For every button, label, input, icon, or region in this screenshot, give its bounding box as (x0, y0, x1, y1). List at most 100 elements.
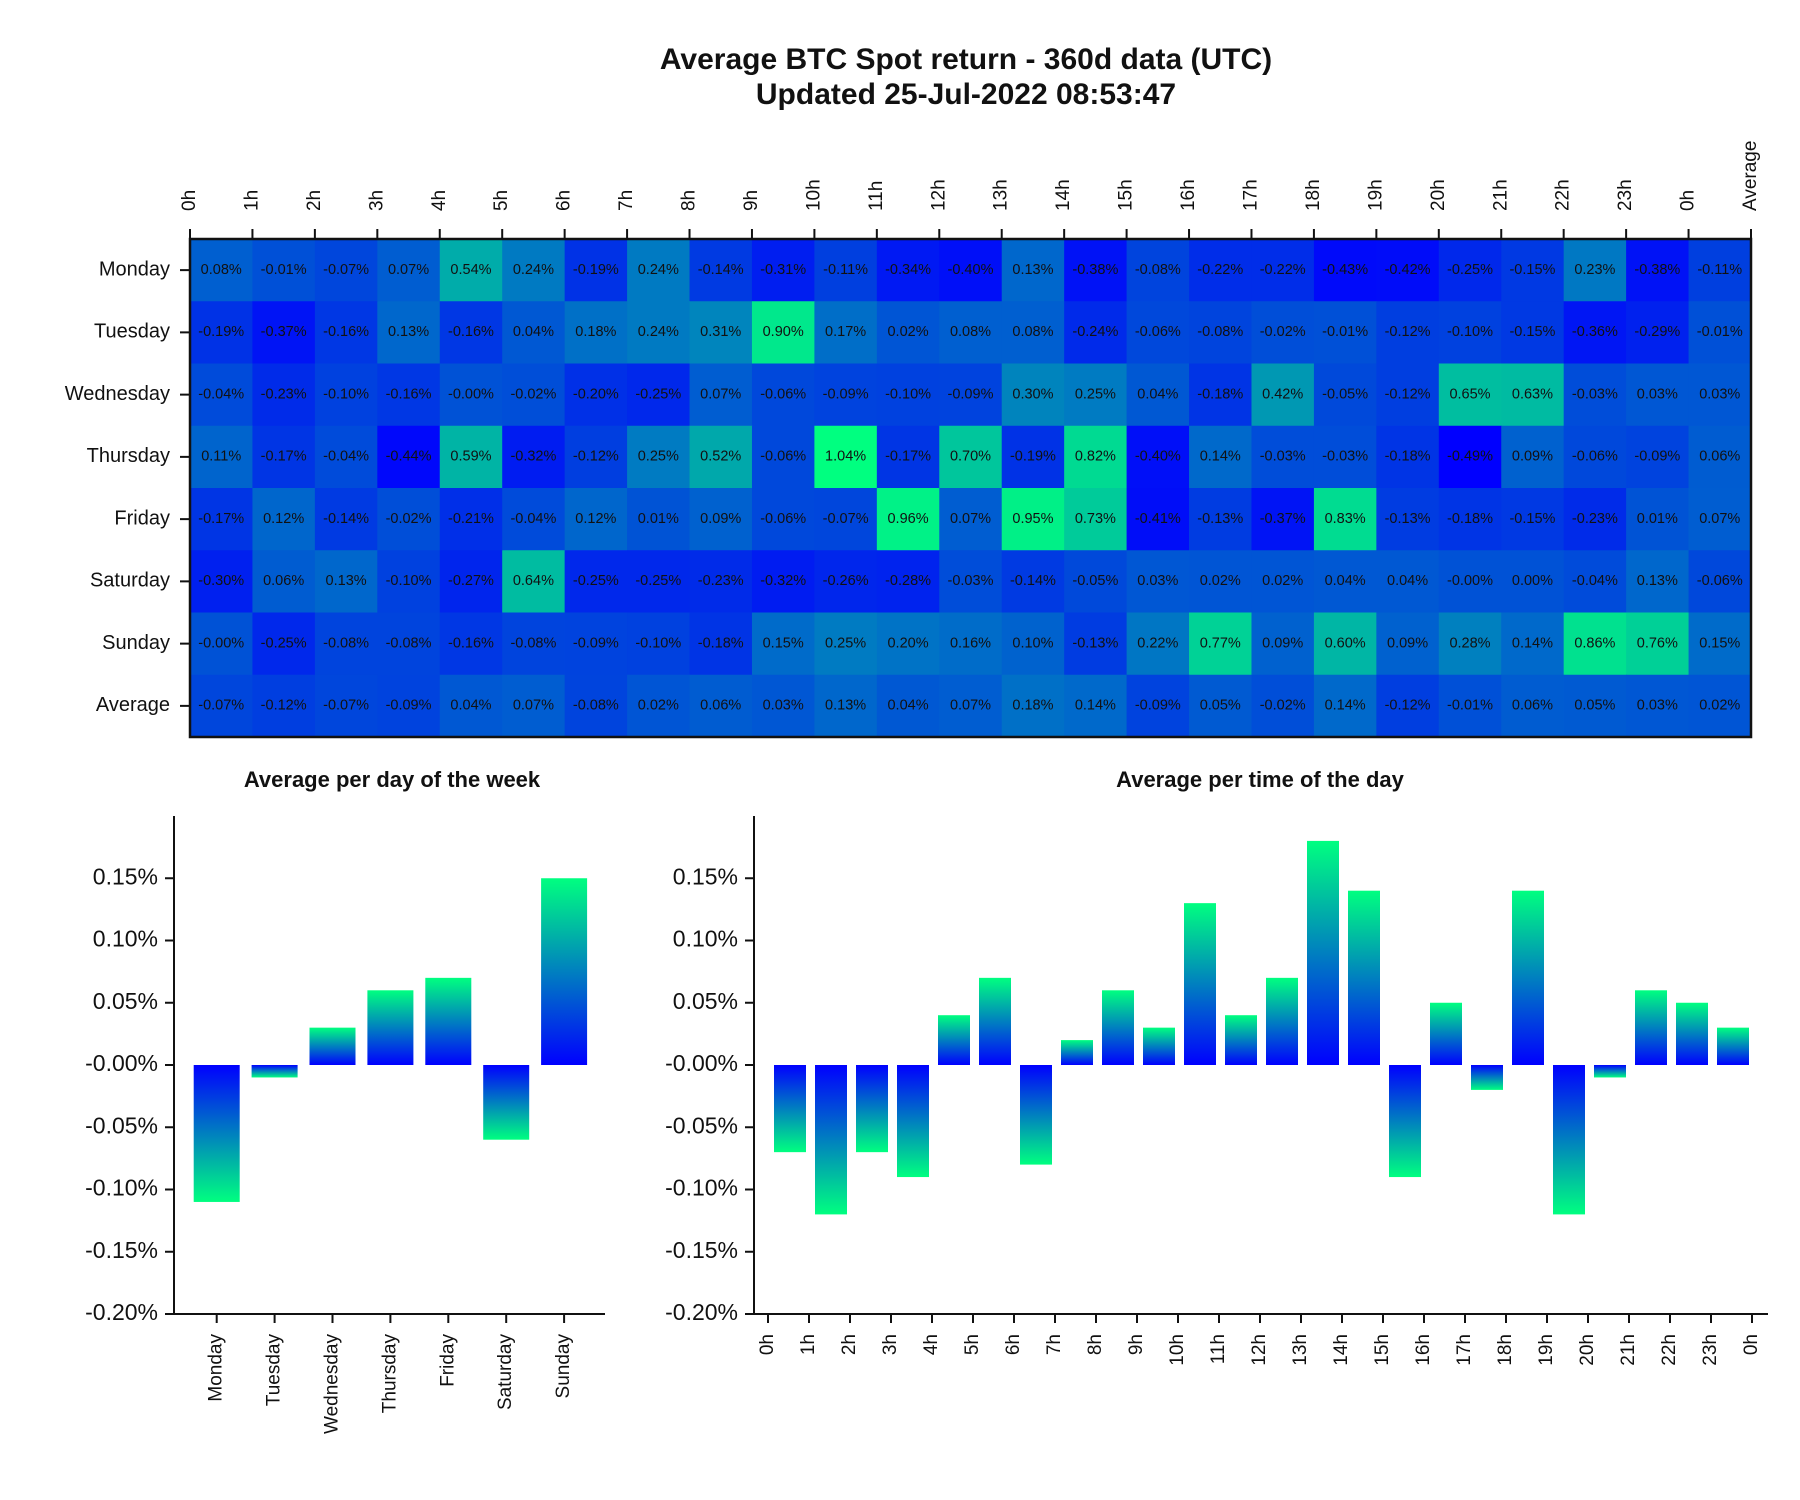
cell-label: -0.10% (386, 573, 432, 589)
cell-label: 0.04% (1325, 573, 1366, 589)
cell-label: -0.03% (948, 573, 994, 589)
heatmap-cell (190, 550, 253, 613)
heatmap-cell (377, 425, 441, 489)
cell-label: -0.08% (323, 635, 369, 651)
heatmap-cell (1313, 488, 1377, 551)
x-tick-label: 0h (1741, 1334, 1762, 1355)
cell-label: -0.49% (1447, 449, 1493, 465)
heatmap-cell (252, 301, 316, 364)
column-label: 10h (803, 179, 824, 211)
cell-label: 0.01% (638, 511, 679, 527)
heatmap-cell (439, 674, 503, 738)
x-tick-label: 19h (1536, 1334, 1557, 1366)
heatmap-cell (939, 612, 1003, 676)
heatmap-cell (689, 488, 753, 551)
heatmap-cell (439, 301, 503, 364)
heatmap-cell (1563, 550, 1627, 613)
row-label: Tuesday (94, 321, 170, 343)
heatmap-cell (876, 363, 940, 427)
cell-label: -0.07% (323, 262, 369, 278)
heatmap-cell (1438, 550, 1502, 613)
column-label: 1h (241, 190, 262, 211)
heatmap-cell (1001, 550, 1065, 613)
heatmap-cell (190, 612, 253, 676)
heatmap-cell (1563, 674, 1627, 738)
heatmap-cell (1688, 301, 1752, 364)
heatmap-cell (1688, 674, 1752, 738)
cell-label: -0.22% (1197, 262, 1243, 278)
cell-label: -0.25% (635, 573, 681, 589)
heatmap-cell (627, 550, 691, 613)
cell-label: -0.12% (1385, 324, 1431, 340)
bar (979, 977, 1011, 1065)
cell-label: -0.34% (885, 262, 931, 278)
heatmap-cell (1688, 425, 1752, 489)
heatmap-cell (1189, 239, 1252, 302)
y-tick-label: 0.15% (93, 863, 158, 889)
heatmap-cell (814, 674, 878, 738)
cell-label: -0.15% (1509, 262, 1555, 278)
heatmap-cell (314, 239, 378, 302)
cell-label: 0.96% (887, 511, 928, 527)
cell-label: 0.02% (638, 698, 679, 714)
cell-label: -0.12% (573, 449, 619, 465)
heatmap-cell (1626, 239, 1690, 302)
heatmap-cell (1126, 612, 1190, 676)
heatmap-cell (252, 425, 316, 489)
heatmap-cell (751, 301, 815, 364)
heatmap-cell (1064, 363, 1128, 427)
bar (1266, 977, 1298, 1065)
cell-label: -0.41% (1135, 511, 1181, 527)
cell-label: 0.13% (326, 573, 367, 589)
y-tick-label: -0.00% (665, 1050, 738, 1076)
heatmap-cell (1001, 674, 1065, 738)
cell-label: -0.16% (448, 324, 494, 340)
x-tick-label: 18h (1495, 1334, 1516, 1366)
x-tick-label: 17h (1454, 1334, 1475, 1366)
heatmap-cell (1563, 488, 1627, 551)
cell-label: 0.03% (1699, 386, 1740, 402)
cell-label: -0.23% (698, 573, 744, 589)
cell-label: 0.09% (1512, 449, 1553, 465)
cell-label: -0.43% (1322, 262, 1368, 278)
cell-label: 0.28% (1449, 635, 1490, 651)
cell-label: 0.18% (1012, 698, 1053, 714)
heatmap-cell (1501, 301, 1565, 364)
heatmap-cell (1438, 301, 1502, 364)
x-tick-label: 4h (921, 1334, 942, 1355)
x-tick-label: Thursday (379, 1334, 400, 1414)
bar (1676, 1002, 1708, 1065)
heatmap-cell (751, 488, 815, 551)
cell-label: -0.21% (448, 511, 494, 527)
heatmap-cell (627, 425, 691, 489)
cell-label: -0.16% (386, 386, 432, 402)
heatmap-cell (564, 674, 628, 738)
heatmap-cell (1626, 425, 1690, 489)
heatmap-cell (439, 612, 503, 676)
heatmap-cell (439, 488, 503, 551)
cell-label: -0.13% (1385, 511, 1431, 527)
bar (1061, 1040, 1093, 1065)
heatmap-cell (1064, 239, 1128, 302)
column-label: 13h (991, 179, 1012, 211)
x-tick-label: 9h (1126, 1334, 1147, 1355)
cell-label: -0.08% (1197, 324, 1243, 340)
cell-label: -0.07% (323, 698, 369, 714)
cell-label: -0.06% (1697, 573, 1743, 589)
chart-subtitle: Updated 25-Jul-2022 08:53:47 (756, 78, 1176, 111)
cell-label: -0.29% (1634, 324, 1680, 340)
cell-label: -0.08% (386, 635, 432, 651)
cell-label: -0.04% (198, 386, 244, 402)
heatmap-cell (1189, 425, 1252, 489)
cell-label: -0.25% (573, 573, 619, 589)
cell-label: -0.01% (261, 262, 307, 278)
cell-label: 0.24% (513, 262, 554, 278)
cell-label: -0.08% (573, 698, 619, 714)
heatmap-cell (1064, 301, 1128, 364)
x-tick-label: Sunday (553, 1334, 574, 1399)
cell-label: 0.07% (513, 698, 554, 714)
cell-label: 0.08% (950, 324, 991, 340)
cell-label: -0.09% (386, 698, 432, 714)
